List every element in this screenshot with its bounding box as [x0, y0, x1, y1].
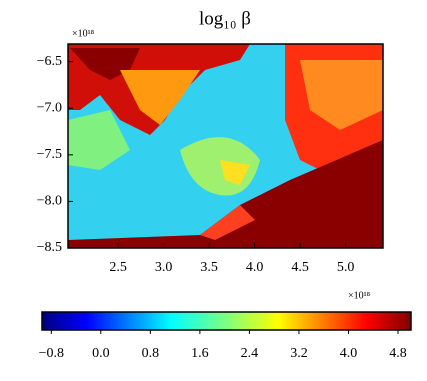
- y-tick-label: −8.5: [37, 240, 62, 255]
- x-offset-label: ×10¹⁸: [348, 290, 371, 301]
- y-tick-label: −7.0: [37, 100, 62, 115]
- x-tick-label: 5.0: [337, 260, 355, 275]
- colorbar-tick-label: 4.0: [340, 346, 358, 361]
- field: [68, 44, 383, 248]
- x-tick-label: 3.0: [155, 260, 173, 275]
- colorbar-tick-label: 2.4: [241, 346, 259, 361]
- plot-frame: [67, 43, 384, 249]
- colorbar-tick-label: −0.8: [39, 346, 64, 361]
- y-tick-label: −7.5: [37, 147, 62, 162]
- colorbar: [41, 311, 412, 331]
- x-tick-label: 4.5: [291, 260, 309, 275]
- y-tick-label: −8.0: [37, 194, 62, 209]
- colorbar-tick-label: 0.8: [142, 346, 160, 361]
- colorbar-tick-label: 3.2: [290, 346, 308, 361]
- y-offset-label: ×10¹⁸: [72, 28, 95, 39]
- chart-title: log₁₀ β: [199, 8, 251, 29]
- x-tick-label: 2.5: [109, 260, 127, 275]
- colorbar-tick-label: 0.0: [92, 346, 110, 361]
- x-tick-label: 4.0: [246, 260, 264, 275]
- colorbar-tick-label: 4.8: [389, 346, 407, 361]
- y-tick-label: −6.5: [37, 54, 62, 69]
- colorbar-tick-label: 1.6: [191, 346, 209, 361]
- x-tick-label: 3.5: [200, 260, 218, 275]
